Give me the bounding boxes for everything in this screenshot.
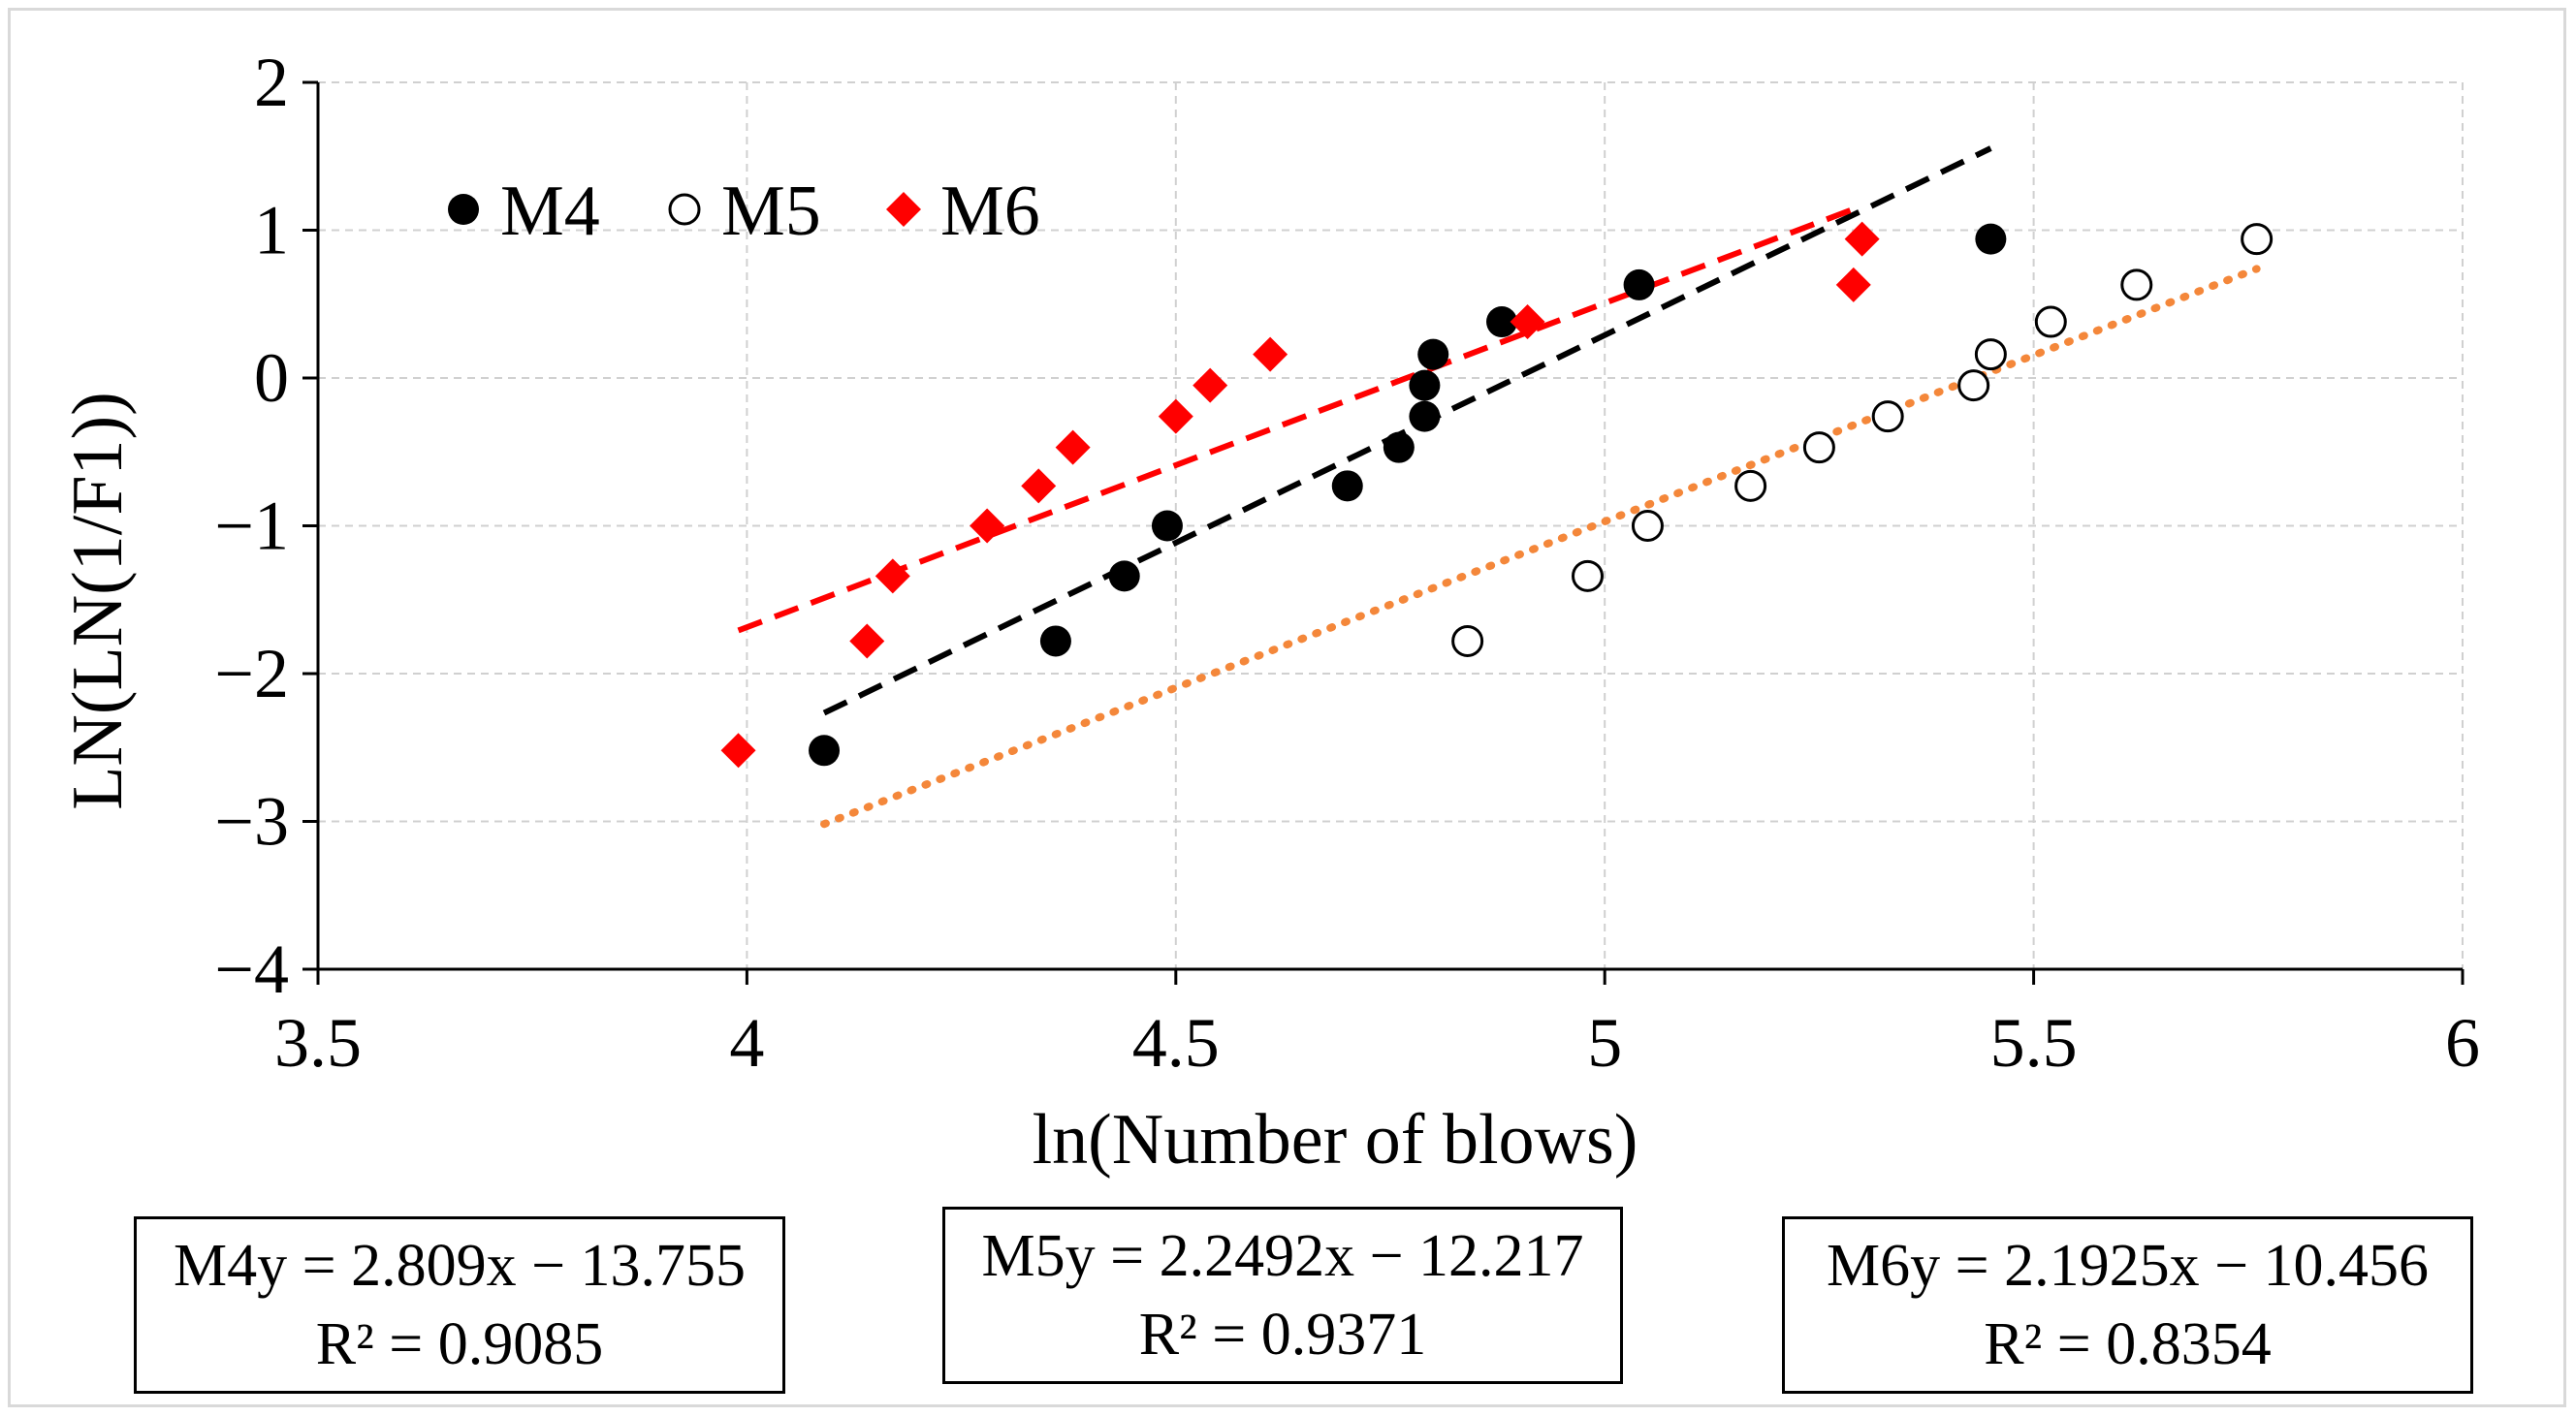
x-tick-label: 5 — [1587, 1004, 1622, 1082]
equation-m5: M5y = 2.2492x − 12.217 — [981, 1222, 1584, 1289]
trendline-m6 — [737, 203, 1863, 634]
data-point — [875, 558, 910, 594]
data-point — [2241, 223, 2274, 256]
data-point — [970, 508, 1005, 544]
series-m6 — [720, 221, 1880, 769]
data-point — [1383, 431, 1415, 463]
legend-marker — [668, 193, 701, 226]
data-point — [1021, 468, 1057, 504]
equation-box-m6: M6y = 2.1925x − 10.456 R² = 0.8354 — [1782, 1216, 2473, 1394]
r-squared-m6: R² = 0.8354 — [1984, 1310, 2272, 1377]
x-tick-label: 4.5 — [1132, 1004, 1220, 1082]
data-point — [720, 733, 756, 769]
legend-label: M5 — [721, 172, 821, 251]
data-point — [1151, 510, 1183, 542]
data-point — [1734, 469, 1767, 502]
data-point — [1108, 560, 1140, 592]
data-point — [1572, 559, 1605, 592]
legend-marker — [886, 192, 921, 227]
data-point — [1802, 431, 1835, 464]
legend: M4 M5 M6 — [448, 172, 1040, 251]
equation-box-m5: M5y = 2.2492x − 12.217 R² = 0.9371 — [942, 1207, 1623, 1384]
data-point — [1055, 429, 1091, 465]
r-squared-m5: R² = 0.9371 — [1138, 1301, 1427, 1368]
data-point — [1835, 267, 1871, 302]
y-tick-label: −1 — [214, 488, 289, 565]
data-point — [1974, 338, 2007, 371]
data-point — [1623, 268, 1655, 300]
legend-item-m6: M6 — [886, 172, 1040, 251]
data-point — [1193, 367, 1228, 403]
legend-item-m5: M5 — [668, 172, 821, 251]
x-axis-label: ln(Number of blows) — [1033, 1100, 1638, 1180]
y-tick-label: 1 — [254, 192, 289, 269]
chart-frame — [8, 8, 2566, 1407]
data-point — [1253, 336, 1288, 372]
data-point — [1957, 369, 1990, 402]
x-tick-label: 5.5 — [1990, 1004, 2078, 1082]
y-tick-label: −3 — [214, 783, 289, 861]
data-point — [1871, 400, 1904, 433]
x-tick-label: 6 — [2445, 1004, 2480, 1082]
trendlines — [737, 145, 2261, 829]
trendline-m5 — [820, 265, 2261, 829]
data-points — [720, 221, 2274, 769]
trendline-m4 — [822, 145, 1992, 716]
equation-m4: M4y = 2.809x − 13.755 — [173, 1232, 747, 1299]
data-point — [1451, 624, 1484, 657]
data-point — [2034, 305, 2067, 338]
axes — [302, 80, 2465, 985]
y-axis-label: LN(LN(1/F1)) — [58, 392, 138, 810]
data-point — [849, 623, 885, 659]
data-point — [1409, 400, 1441, 432]
legend-label: M4 — [500, 172, 600, 251]
x-tick-label: 3.5 — [274, 1004, 362, 1082]
data-point — [1486, 306, 1518, 338]
legend-label: M6 — [940, 172, 1040, 251]
series-m5 — [1451, 223, 2274, 657]
r-squared-m4: R² = 0.9085 — [315, 1310, 604, 1377]
data-point — [809, 735, 841, 767]
legend-marker — [448, 194, 479, 225]
legend-item-m4: M4 — [448, 172, 600, 251]
y-tick-label: 2 — [254, 44, 289, 121]
equation-box-m4: M4y = 2.809x − 13.755 R² = 0.9085 — [134, 1216, 785, 1394]
equation-m6: M6y = 2.1925x − 10.456 — [1826, 1232, 2430, 1299]
data-point — [1409, 369, 1441, 401]
data-point — [1631, 510, 1664, 542]
data-point — [1039, 625, 1071, 657]
data-point — [1844, 221, 1880, 257]
tick-labels: 3.5 4 4.5 5 5.5 6 2 1 0 −1 −2 −3 −4 — [214, 44, 2480, 1082]
y-tick-label: −2 — [214, 635, 289, 712]
data-point — [1510, 304, 1545, 340]
gridlines — [318, 81, 2464, 969]
data-point — [1331, 470, 1363, 502]
data-point — [2120, 268, 2153, 301]
y-tick-label: −4 — [214, 930, 289, 1008]
data-point — [1158, 398, 1193, 434]
x-tick-label: 4 — [729, 1004, 764, 1082]
data-point — [1417, 338, 1449, 370]
y-tick-label: 0 — [254, 339, 289, 417]
series-m4 — [809, 223, 2007, 767]
data-point — [1975, 223, 2007, 255]
